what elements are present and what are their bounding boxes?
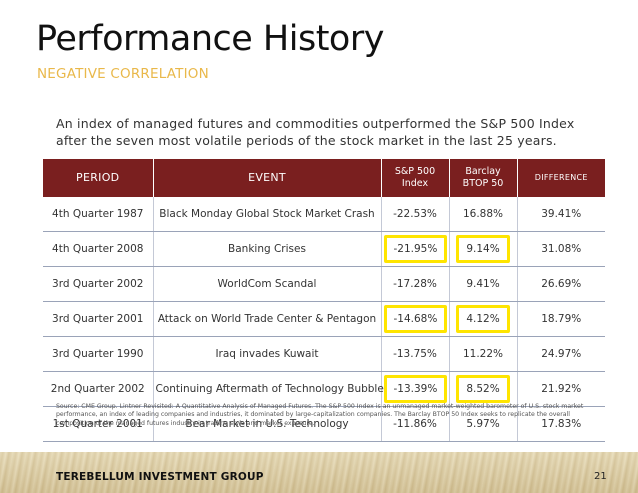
cell-barclay: 9.41% — [449, 266, 518, 302]
company-name: TEREBELLUM INVESTMENT GROUP — [56, 471, 264, 483]
cell-sp500: -13.75% — [381, 336, 450, 372]
intro-paragraph: An index of managed futures and commodit… — [56, 116, 575, 148]
cell-event: WorldCom Scandal — [153, 266, 382, 302]
cell-event: Iraq invades Kuwait — [153, 336, 382, 372]
cell-event: Black Monday Global Stock Market Crash — [153, 197, 382, 232]
header-sp500: S&P 500 Index — [381, 159, 450, 197]
table-row: 3rd Quarter 1990 Iraq invades Kuwait -13.7… — [43, 336, 605, 372]
cell-barclay: 9.14% — [449, 231, 518, 267]
cell-period: 2nd Quarter 2002 — [43, 371, 154, 407]
header-period: PERIOD — [43, 159, 154, 197]
page-number: 21 — [594, 471, 607, 482]
cell-sp500: -22.53% — [381, 197, 450, 232]
table-row: 4th Quarter 1987 Black Monday Global Stoc… — [43, 197, 605, 232]
table-header-row: PERIOD EVENT S&P 500 Index Barclay BTOP … — [43, 159, 605, 197]
cell-barclay: 5.97% — [449, 406, 518, 442]
cell-period: 3rd Quarter 2001 — [43, 301, 154, 337]
header-difference: DIFFERENCE — [517, 159, 605, 197]
page-subtitle: NEGATIVE CORRELATION — [37, 66, 209, 82]
table-row: 4th Quarter 2008 Banking Crises -21.95% 9.1… — [43, 231, 605, 267]
header-barclay: Barclay BTOP 50 — [449, 159, 518, 197]
cell-period: 4th Quarter 2008 — [43, 231, 154, 267]
table-row: 3rd Quarter 2002 WorldCom Scandal -17.28% 9… — [43, 266, 605, 302]
table-row: 1st Quarter 2001 Bear Market in U.S. Tech… — [43, 406, 605, 442]
header-sp500-line2: Index — [401, 178, 429, 189]
cell-sp500: -13.39% — [381, 371, 450, 407]
cell-sp500: -21.95% — [381, 231, 450, 267]
cell-difference: 21.92% — [517, 371, 605, 407]
highlighted-value: 8.52% — [456, 375, 510, 403]
cell-sp500: -17.28% — [381, 266, 450, 302]
page-title: Performance History — [36, 19, 384, 59]
cell-difference: 18.79% — [517, 301, 605, 337]
cell-sp500: -14.68% — [381, 301, 450, 337]
cell-barclay: 11.22% — [449, 336, 518, 372]
cell-difference: 24.97% — [517, 336, 605, 372]
cell-barclay: 16.88% — [449, 197, 518, 232]
performance-table: PERIOD EVENT S&P 500 Index Barclay BTOP … — [43, 159, 605, 442]
highlighted-value: -14.68% — [383, 305, 448, 333]
cell-event: Banking Crises — [153, 231, 382, 267]
highlighted-value: -21.95% — [383, 235, 448, 263]
highlighted-value: 4.12% — [456, 305, 510, 333]
cell-difference: 39.41% — [517, 197, 605, 232]
cell-difference: 17.83% — [517, 406, 605, 442]
highlighted-value: 9.14% — [456, 235, 510, 263]
header-barclay-line2: BTOP 50 — [462, 178, 504, 189]
cell-barclay: 8.52% — [449, 371, 518, 407]
cell-period: 1st Quarter 2001 — [43, 406, 154, 442]
table-body: 4th Quarter 1987 Black Monday Global Stoc… — [43, 197, 605, 442]
cell-event: Continuing Aftermath of Technology Bubbl… — [153, 371, 384, 407]
cell-period: 4th Quarter 1987 — [43, 197, 154, 232]
table-row: 2nd Quarter 2002 Continuing Aftermath of … — [43, 371, 605, 407]
cell-sp500: -11.86% — [381, 406, 450, 442]
cell-period: 3rd Quarter 1990 — [43, 336, 154, 372]
cell-difference: 26.69% — [517, 266, 605, 302]
source-note: Source: CME Group. Lintner Revisited: A … — [56, 403, 584, 427]
header-barclay-line1: Barclay — [465, 166, 501, 177]
cell-period: 3rd Quarter 2002 — [43, 266, 154, 302]
cell-event: Bear Market in U.S. Technology — [153, 406, 382, 442]
footer-band — [0, 452, 638, 493]
highlighted-value: -13.39% — [383, 375, 448, 403]
table-row: 3rd Quarter 2001 Attack on World Trade Ce… — [43, 301, 605, 337]
header-event: EVENT — [153, 159, 382, 197]
header-sp500-line1: S&P 500 — [394, 166, 436, 177]
cell-barclay: 4.12% — [449, 301, 518, 337]
cell-event: Attack on World Trade Center & Pentagon — [153, 301, 382, 337]
cell-difference: 31.08% — [517, 231, 605, 267]
